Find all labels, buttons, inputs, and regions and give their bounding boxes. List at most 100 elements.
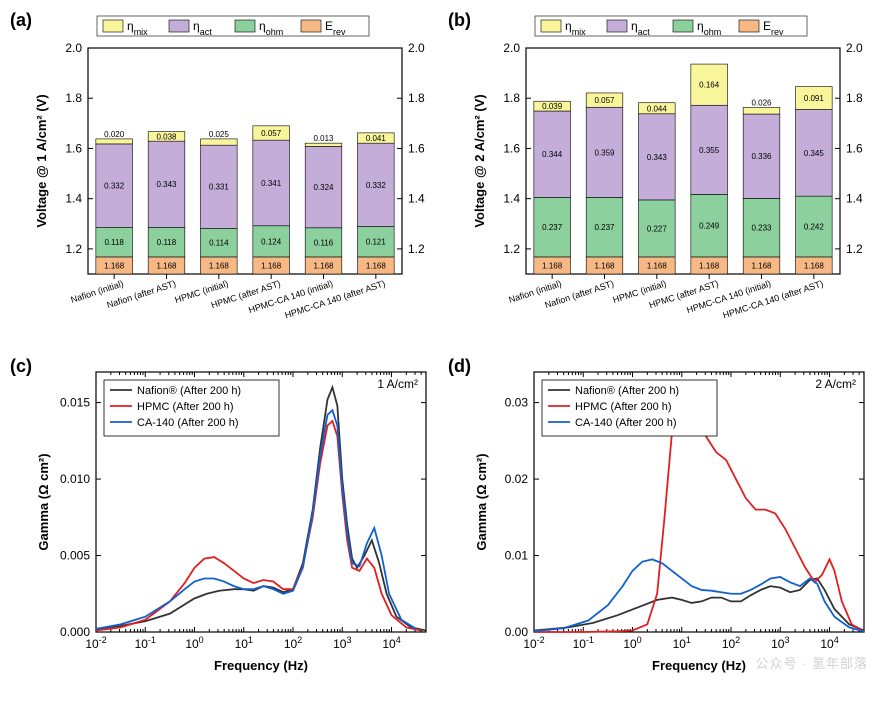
svg-text:0.344: 0.344 bbox=[542, 150, 563, 159]
figure-grid: (a) ηmixηactηohmErev1.21.21.41.41.61.61.… bbox=[10, 10, 873, 680]
chart-b-wrap: ηmixηactηohmErev1.21.21.41.41.61.61.81.8… bbox=[468, 14, 878, 344]
svg-text:Frequency (Hz): Frequency (Hz) bbox=[652, 658, 746, 673]
svg-text:Gamma (Ω cm²): Gamma (Ω cm²) bbox=[474, 453, 489, 550]
svg-text:1.4: 1.4 bbox=[503, 192, 520, 206]
svg-text:HPMC (After 200 h): HPMC (After 200 h) bbox=[137, 401, 234, 413]
svg-text:1.168: 1.168 bbox=[751, 261, 772, 270]
svg-text:101: 101 bbox=[673, 635, 691, 651]
svg-text:1.8: 1.8 bbox=[408, 91, 425, 105]
panel-d-label: (d) bbox=[448, 356, 471, 377]
svg-text:0.041: 0.041 bbox=[366, 134, 387, 143]
svg-text:1.2: 1.2 bbox=[846, 242, 863, 256]
svg-text:2.0: 2.0 bbox=[408, 41, 425, 55]
svg-text:101: 101 bbox=[235, 635, 253, 651]
chart-b: ηmixηactηohmErev1.21.21.41.41.61.61.81.8… bbox=[468, 14, 878, 344]
chart-a: ηmixηactηohmErev1.21.21.41.41.61.61.81.8… bbox=[30, 14, 440, 344]
svg-text:2.0: 2.0 bbox=[503, 41, 520, 55]
svg-text:0.242: 0.242 bbox=[804, 223, 825, 232]
svg-text:0.114: 0.114 bbox=[209, 239, 229, 248]
svg-text:1.168: 1.168 bbox=[647, 261, 668, 270]
svg-text:0.237: 0.237 bbox=[542, 223, 563, 232]
svg-text:0.227: 0.227 bbox=[647, 224, 668, 233]
svg-text:0.057: 0.057 bbox=[261, 129, 282, 138]
svg-text:1.168: 1.168 bbox=[542, 261, 563, 270]
svg-text:0.020: 0.020 bbox=[104, 130, 125, 139]
svg-text:HPMC-CA 140 (after AST): HPMC-CA 140 (after AST) bbox=[283, 278, 386, 320]
chart-a-wrap: ηmixηactηohmErev1.21.21.41.41.61.61.81.8… bbox=[30, 14, 440, 344]
svg-text:0.124: 0.124 bbox=[261, 237, 282, 246]
svg-text:2 A/cm²: 2 A/cm² bbox=[815, 377, 856, 391]
svg-text:ηohm: ηohm bbox=[259, 19, 283, 37]
svg-text:Gamma (Ω cm²): Gamma (Ω cm²) bbox=[36, 453, 51, 550]
svg-text:Erev: Erev bbox=[763, 19, 784, 37]
svg-text:ηmix: ηmix bbox=[565, 19, 586, 37]
svg-text:1.168: 1.168 bbox=[209, 261, 230, 270]
panel-c: (c) 0.0000.0050.0100.01510-210-110010110… bbox=[10, 356, 440, 680]
svg-text:100: 100 bbox=[623, 635, 641, 651]
svg-text:103: 103 bbox=[333, 635, 351, 651]
svg-text:1.168: 1.168 bbox=[313, 261, 334, 270]
svg-text:0.02: 0.02 bbox=[505, 472, 529, 486]
svg-text:1 A/cm²: 1 A/cm² bbox=[377, 377, 418, 391]
svg-text:Nafion® (After 200 h): Nafion® (After 200 h) bbox=[137, 385, 241, 397]
svg-text:1.168: 1.168 bbox=[699, 261, 720, 270]
svg-text:0.237: 0.237 bbox=[594, 223, 615, 232]
svg-text:0.121: 0.121 bbox=[366, 238, 387, 247]
svg-text:0.015: 0.015 bbox=[60, 396, 90, 410]
svg-text:1.4: 1.4 bbox=[408, 192, 425, 206]
svg-text:0.057: 0.057 bbox=[594, 96, 615, 105]
svg-text:ηact: ηact bbox=[631, 19, 650, 37]
chart-d: 0.000.010.020.0310-210-1100101102103104F… bbox=[468, 360, 878, 680]
svg-text:1.6: 1.6 bbox=[846, 141, 863, 155]
svg-text:Voltage @ 1 A/cm² (V): Voltage @ 1 A/cm² (V) bbox=[34, 94, 49, 227]
svg-text:1.2: 1.2 bbox=[65, 242, 82, 256]
svg-text:102: 102 bbox=[722, 635, 740, 651]
svg-text:Frequency (Hz): Frequency (Hz) bbox=[214, 658, 308, 673]
svg-text:1.2: 1.2 bbox=[408, 242, 425, 256]
svg-text:1.4: 1.4 bbox=[846, 192, 863, 206]
svg-text:0.249: 0.249 bbox=[699, 222, 720, 231]
chart-d-wrap: 0.000.010.020.0310-210-1100101102103104F… bbox=[468, 360, 878, 680]
svg-text:1.168: 1.168 bbox=[594, 261, 615, 270]
svg-text:0.038: 0.038 bbox=[156, 132, 177, 141]
svg-text:0.345: 0.345 bbox=[804, 149, 825, 158]
svg-text:10-2: 10-2 bbox=[523, 635, 544, 651]
watermark-text: 公众号 · 氢年部落 bbox=[755, 653, 868, 672]
svg-text:0.343: 0.343 bbox=[647, 153, 668, 162]
svg-text:HPMC-CA 140 (after AST): HPMC-CA 140 (after AST) bbox=[721, 278, 824, 320]
svg-text:0.010: 0.010 bbox=[60, 472, 90, 486]
svg-text:104: 104 bbox=[382, 635, 400, 651]
svg-text:1.6: 1.6 bbox=[503, 141, 520, 155]
panel-b: (b) ηmixηactηohmErev1.21.21.41.41.61.61.… bbox=[448, 10, 878, 344]
svg-text:0.332: 0.332 bbox=[104, 182, 125, 191]
svg-text:0.025: 0.025 bbox=[209, 130, 230, 139]
panel-a: (a) ηmixηactηohmErev1.21.21.41.41.61.61.… bbox=[10, 10, 440, 344]
svg-text:0.091: 0.091 bbox=[804, 94, 825, 103]
svg-text:HPMC (After 200 h): HPMC (After 200 h) bbox=[575, 401, 672, 413]
svg-text:0.331: 0.331 bbox=[209, 183, 230, 192]
svg-text:0.355: 0.355 bbox=[699, 146, 720, 155]
svg-text:0.359: 0.359 bbox=[594, 148, 615, 157]
svg-text:10-2: 10-2 bbox=[85, 635, 106, 651]
svg-text:Nafion® (After 200 h): Nafion® (After 200 h) bbox=[575, 385, 679, 397]
svg-text:103: 103 bbox=[771, 635, 789, 651]
svg-text:1.8: 1.8 bbox=[503, 91, 520, 105]
svg-text:1.6: 1.6 bbox=[408, 141, 425, 155]
svg-text:102: 102 bbox=[284, 635, 302, 651]
svg-text:0.336: 0.336 bbox=[751, 152, 772, 161]
svg-text:10-1: 10-1 bbox=[573, 635, 594, 651]
svg-text:0.01: 0.01 bbox=[505, 549, 529, 563]
svg-text:0.332: 0.332 bbox=[366, 181, 387, 190]
svg-text:CA-140 (After 200 h): CA-140 (After 200 h) bbox=[575, 417, 677, 429]
svg-text:2.0: 2.0 bbox=[846, 41, 863, 55]
svg-text:0.026: 0.026 bbox=[751, 99, 772, 108]
svg-text:104: 104 bbox=[820, 635, 838, 651]
chart-c-wrap: 0.0000.0050.0100.01510-210-1100101102103… bbox=[30, 360, 440, 680]
svg-text:Erev: Erev bbox=[325, 19, 346, 37]
svg-text:ηact: ηact bbox=[193, 19, 212, 37]
svg-text:1.168: 1.168 bbox=[104, 261, 125, 270]
svg-text:0.005: 0.005 bbox=[60, 549, 90, 563]
svg-text:1.168: 1.168 bbox=[366, 261, 387, 270]
svg-text:1.168: 1.168 bbox=[156, 261, 177, 270]
svg-text:2.0: 2.0 bbox=[65, 41, 82, 55]
